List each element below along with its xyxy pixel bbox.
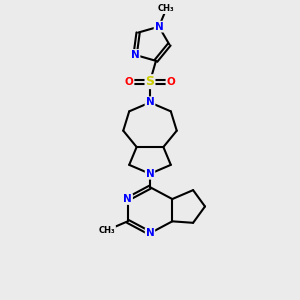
Text: N: N bbox=[146, 98, 154, 107]
Text: CH₃: CH₃ bbox=[158, 4, 175, 13]
Text: N: N bbox=[154, 22, 163, 32]
Text: O: O bbox=[125, 76, 134, 87]
Text: S: S bbox=[146, 75, 154, 88]
Text: CH₃: CH₃ bbox=[99, 226, 115, 235]
Text: N: N bbox=[123, 194, 132, 204]
Text: N: N bbox=[146, 169, 154, 179]
Text: N: N bbox=[131, 50, 140, 60]
Text: N: N bbox=[146, 98, 154, 107]
Text: N: N bbox=[146, 228, 154, 238]
Text: O: O bbox=[167, 76, 175, 87]
